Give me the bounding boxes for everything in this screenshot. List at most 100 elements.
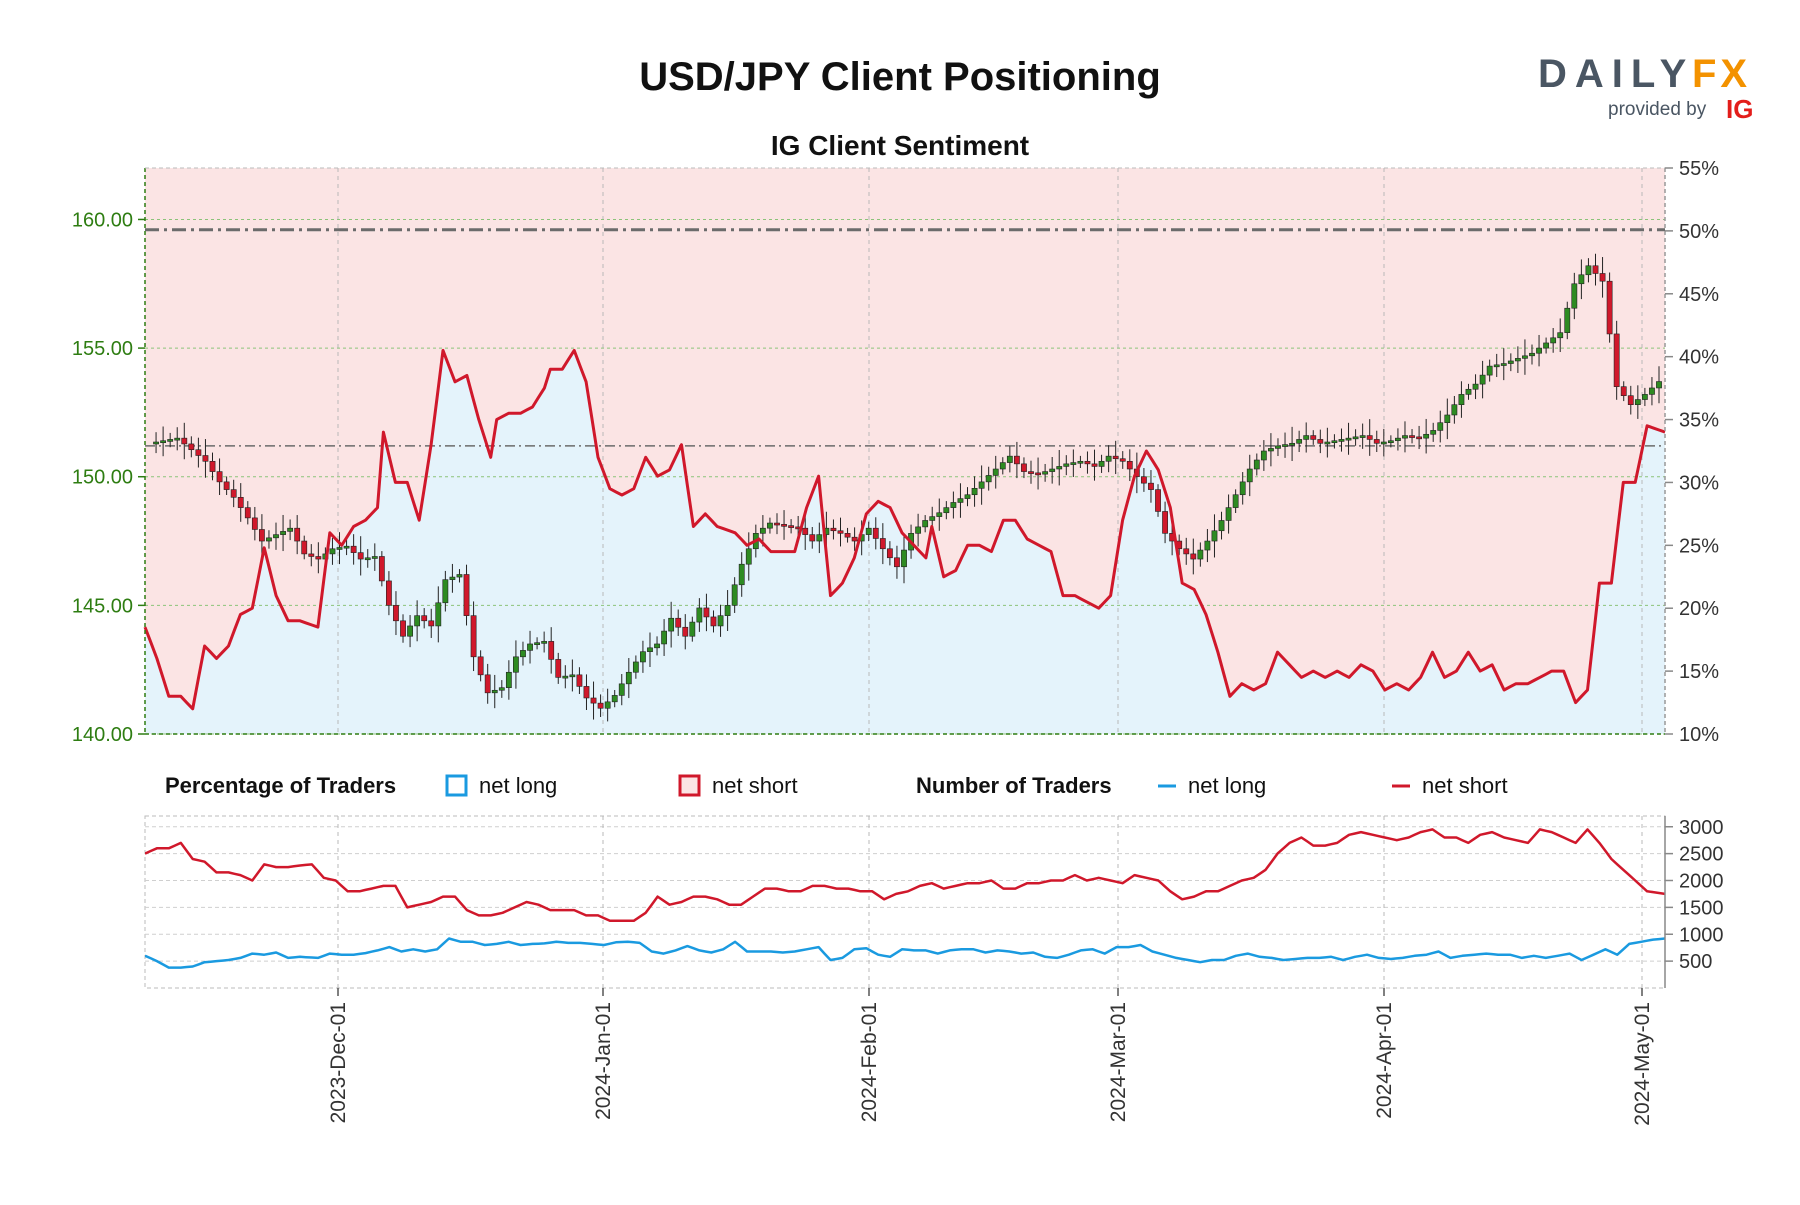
candle-body: [1578, 274, 1585, 285]
logo-ig: IG: [1726, 94, 1753, 124]
candle-body: [1282, 444, 1288, 447]
candle-body: [781, 524, 787, 527]
candle-body: [1091, 463, 1098, 467]
logo-daily: DAILY: [1538, 52, 1694, 96]
candle-body: [611, 695, 618, 703]
candle-body: [1049, 468, 1056, 472]
sentiment-fill-areas: [145, 168, 1665, 734]
candle-body: [1514, 358, 1521, 362]
candle-body: [1324, 441, 1331, 445]
candle-body: [498, 687, 505, 691]
candle-body: [491, 689, 498, 694]
candle-body: [597, 702, 604, 709]
dailyfx-logo: DAILY FX provided by IG: [1538, 52, 1753, 124]
trader-count-lines: [145, 828, 1665, 969]
candle-body: [583, 686, 590, 699]
candle-body: [1641, 394, 1648, 400]
candle-body: [223, 481, 230, 490]
percent-tick-label: 50%: [1679, 221, 1719, 243]
candle-body: [1084, 460, 1091, 465]
legend-percentage-title: Percentage of Traders: [165, 773, 396, 798]
candle-body: [1112, 455, 1119, 460]
candle-body: [675, 617, 682, 628]
candle-body: [802, 527, 809, 535]
net-long-percentage-line: [143, 348, 1666, 711]
candle-body: [520, 650, 526, 658]
candle-body: [647, 647, 653, 652]
candle-body: [682, 626, 689, 637]
candle-body: [484, 674, 491, 694]
x-tick-label: 2024-Apr-01: [1373, 1002, 1396, 1119]
candle-body: [1649, 387, 1655, 395]
candle-body: [301, 540, 308, 555]
candle-body: [548, 641, 555, 660]
candle-body: [1543, 342, 1550, 349]
candle-body: [731, 584, 738, 606]
candle-body: [1077, 460, 1084, 464]
x-tick-label: 2023-Dec-01: [327, 1002, 350, 1123]
candle-body: [1042, 471, 1049, 475]
candle-body: [294, 527, 301, 542]
x-axis-labels: 2023-Dec-01 2024-Jan-01 2024-Feb-01 2024-Ma…: [327, 988, 1654, 1126]
candle-body: [661, 630, 667, 645]
candle-body: [738, 563, 745, 586]
candle-body: [1458, 394, 1465, 405]
candle-body: [689, 621, 696, 637]
price-tick-label: 145.00: [72, 595, 133, 617]
candle-body: [477, 656, 484, 676]
candle-body: [1430, 430, 1437, 435]
net-long-count-line: [145, 937, 1665, 969]
candle-body: [1437, 422, 1444, 431]
legend: Percentage of Traders net long net short…: [165, 773, 1508, 798]
candle-body: [1211, 530, 1218, 542]
candle-body: [308, 553, 315, 557]
chart-title: USD/JPY Client Positioning: [639, 55, 1161, 99]
candle-body: [400, 620, 406, 637]
candle-body: [555, 659, 562, 678]
candle-body: [230, 489, 237, 498]
candle-body: [456, 574, 463, 578]
logo-provided-by: provided by: [1608, 99, 1707, 120]
candle-body: [1613, 333, 1620, 387]
candle-body: [1225, 507, 1232, 521]
candle-body: [1190, 553, 1197, 560]
candle-body: [350, 545, 357, 553]
candle-body: [1472, 383, 1479, 390]
candle-body: [181, 437, 188, 445]
candle-body: [915, 526, 922, 534]
candle-body: [1021, 463, 1027, 472]
candle-body: [244, 507, 251, 519]
candle-body: [837, 530, 844, 534]
candle-body: [1373, 439, 1380, 444]
candle-body: [1098, 460, 1105, 467]
candle-body: [1345, 437, 1352, 441]
count-tick-label: 500: [1679, 951, 1712, 973]
candle-body: [1507, 360, 1514, 364]
candle-body: [513, 656, 519, 673]
candle-body: [174, 437, 181, 441]
count-tick-label: 2000: [1679, 871, 1724, 893]
count-tick-label: 1000: [1679, 924, 1724, 946]
candle-body: [251, 517, 258, 530]
candle-body: [505, 671, 512, 688]
count-tick-label: 1500: [1679, 897, 1724, 919]
candle-body: [879, 538, 886, 550]
candle-body: [1317, 439, 1324, 444]
candle-body: [632, 661, 639, 673]
candle-body: [315, 556, 322, 560]
candle-body: [710, 616, 717, 627]
candle-body: [625, 671, 632, 685]
candle-body: [696, 607, 703, 623]
candle-body: [1148, 482, 1154, 490]
candle-body: [1303, 435, 1310, 440]
candle-body: [717, 615, 724, 627]
candle-body: [1486, 365, 1493, 376]
candle-body: [428, 620, 435, 627]
candle-body: [668, 617, 675, 632]
candle-body: [1105, 455, 1112, 462]
candle-body: [209, 460, 216, 472]
candle-body: [336, 547, 343, 550]
lower-gridlines: [144, 815, 1666, 989]
candle-body: [1416, 436, 1422, 440]
candle-body: [1465, 388, 1472, 395]
